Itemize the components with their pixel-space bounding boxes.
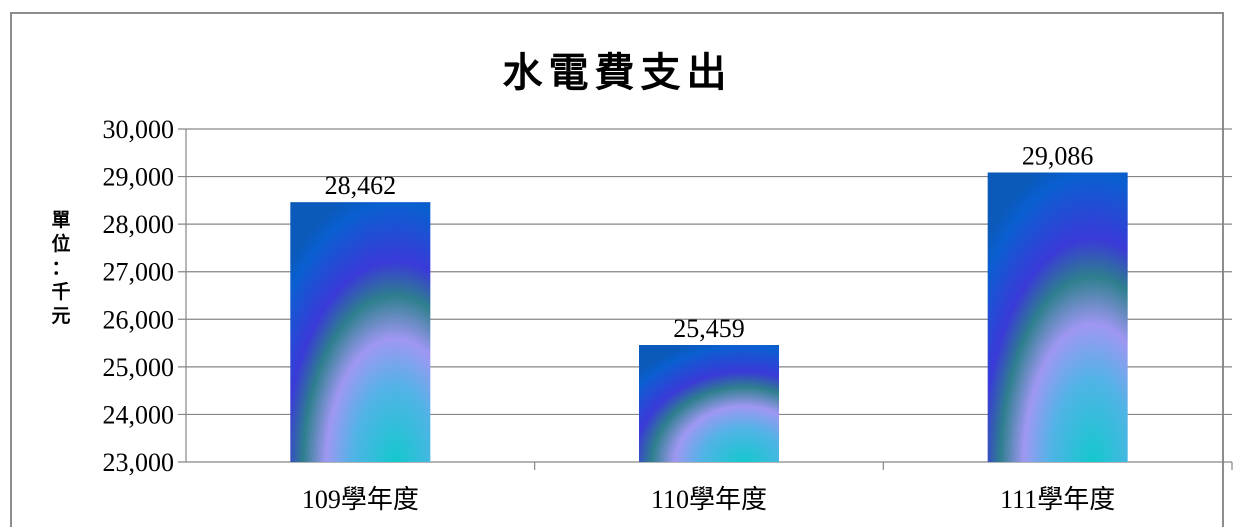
y-tick-label: 27,000 xyxy=(103,258,175,287)
y-tick-label: 24,000 xyxy=(103,400,175,429)
bar xyxy=(639,345,779,462)
x-tick-label: 109學年度 xyxy=(302,485,419,514)
y-tick-label: 23,000 xyxy=(103,448,175,477)
y-axis-label-char: 單 xyxy=(51,209,71,231)
data-label: 28,462 xyxy=(325,171,397,200)
y-tick-label: 29,000 xyxy=(103,163,175,192)
chart-frame xyxy=(10,12,1224,527)
bar xyxy=(987,172,1128,462)
data-label: 29,086 xyxy=(1022,141,1094,170)
bar xyxy=(290,202,431,462)
y-tick-label: 26,000 xyxy=(103,305,175,334)
y-axis-label-char: ： xyxy=(51,257,71,279)
x-tick-label: 110學年度 xyxy=(651,485,767,514)
data-label: 25,459 xyxy=(673,314,745,343)
x-tick-label: 111學年度 xyxy=(1000,485,1115,514)
y-tick-label: 28,000 xyxy=(103,210,175,239)
y-axis-label-char: 元 xyxy=(51,305,71,327)
y-tick-label: 30,000 xyxy=(103,115,175,144)
y-tick-label: 25,000 xyxy=(103,353,175,382)
y-axis-label-char: 千 xyxy=(51,281,71,303)
chart-title: 水電費支出 xyxy=(502,49,733,96)
y-axis-label-char: 位 xyxy=(51,233,71,255)
y-axis-label: 單 位 ： 千 元 xyxy=(50,208,72,328)
